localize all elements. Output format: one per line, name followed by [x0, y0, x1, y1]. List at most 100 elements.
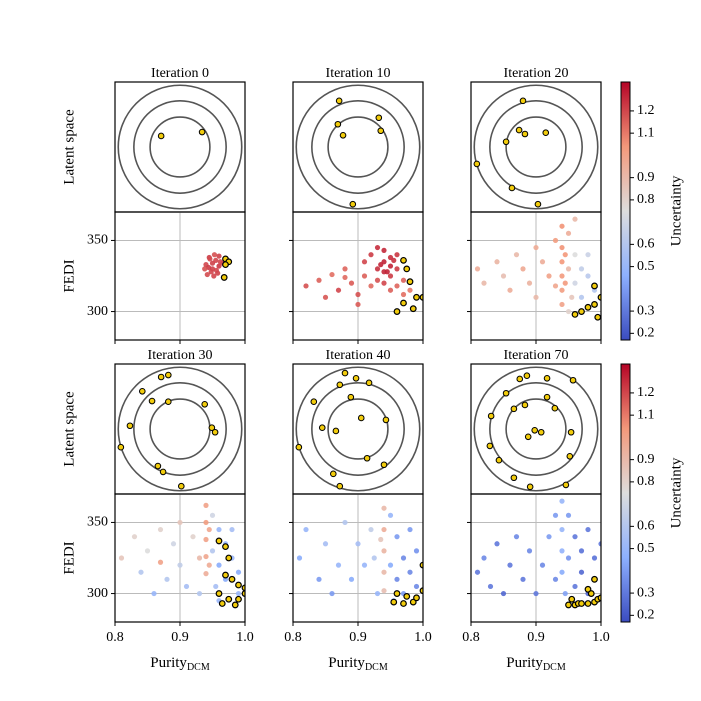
- candidate-point: [374, 277, 381, 283]
- candidate-point: [144, 548, 151, 554]
- latent-point: [534, 200, 542, 208]
- selected-point: [400, 600, 407, 607]
- candidate-point: [546, 534, 552, 540]
- candidate-point: [322, 294, 329, 300]
- candidate-point: [387, 562, 394, 568]
- latent-ring: [117, 366, 243, 492]
- candidate-point: [572, 216, 578, 222]
- candidate-point: [474, 569, 481, 575]
- scatter-area: [115, 494, 245, 622]
- candidate-point: [206, 562, 212, 568]
- candidate-point: [378, 262, 384, 268]
- latent-point: [502, 138, 510, 146]
- panel-title: Iteration 20: [504, 66, 569, 81]
- candidate-point: [565, 266, 572, 272]
- latent-point: [515, 126, 523, 134]
- latent-point: [198, 128, 206, 136]
- candidate-point: [394, 576, 400, 582]
- x-axis-label: PurityDCM: [328, 655, 388, 673]
- panel: Iteration 30 0.8 0.9 1.0 300 350 Latent space F…: [61, 348, 253, 673]
- scatter-frame: [292, 211, 424, 341]
- candidate-point: [296, 555, 303, 561]
- candidate-point: [394, 266, 400, 272]
- candidate-point: [342, 519, 348, 526]
- latent-ring: [327, 116, 389, 178]
- candidate-point: [138, 569, 144, 575]
- candidate-point: [183, 583, 190, 590]
- x-tick-label: 1.0: [236, 630, 254, 645]
- latent-point: [126, 422, 134, 430]
- candidate-point: [196, 590, 203, 597]
- latent-point: [543, 375, 551, 382]
- panel: Iteration 0 300 350 Latent space FEDI: [61, 66, 246, 344]
- x-tick-label: 0.8: [284, 630, 302, 645]
- candidate-point: [164, 576, 170, 582]
- x-tick-label: 1.0: [414, 630, 432, 645]
- selected-point: [215, 537, 223, 545]
- panel: Iteration 20: [467, 66, 602, 344]
- candidate-point: [520, 266, 526, 272]
- colorbar-tick-label: 0.5: [637, 259, 655, 274]
- candidate-point: [355, 291, 361, 298]
- candidate-point: [562, 590, 568, 597]
- latent-point: [318, 424, 326, 432]
- selected-point: [419, 561, 423, 569]
- candidate-point: [394, 534, 400, 540]
- candidate-point: [329, 271, 335, 278]
- y-axis-label: Latent space: [61, 391, 77, 467]
- candidate-point: [203, 519, 209, 526]
- candidate-point: [407, 287, 413, 293]
- scatter-area: [293, 494, 423, 622]
- colorbar-tick-label: 1.1: [637, 125, 655, 140]
- y-tick-label: 300: [87, 304, 108, 319]
- latent-ring: [473, 366, 599, 492]
- selected-point: [222, 261, 229, 269]
- latent-point: [526, 483, 534, 491]
- colorbar: [620, 81, 631, 341]
- latent-point: [486, 442, 494, 450]
- selected-point: [413, 293, 420, 301]
- candidate-point: [329, 590, 335, 597]
- latent-ring: [505, 116, 567, 178]
- candidate-point: [400, 555, 407, 561]
- candidate-point: [400, 291, 407, 298]
- candidate-point: [303, 283, 309, 289]
- selected-point: [393, 590, 401, 597]
- candidate-point: [552, 283, 559, 289]
- panel-title: Iteration 70: [504, 348, 569, 363]
- candidate-point: [157, 559, 164, 565]
- latent-ring: [149, 398, 211, 460]
- latent-point: [310, 398, 318, 406]
- y-axis-label: FEDI: [61, 259, 77, 292]
- candidate-point: [157, 526, 164, 533]
- selected-point: [406, 278, 414, 286]
- candidate-point: [394, 252, 400, 258]
- candidate-point: [213, 267, 219, 273]
- candidate-point: [565, 555, 572, 561]
- latent-point: [495, 456, 503, 464]
- x-axis-label-main: Purity: [328, 655, 365, 671]
- candidate-point: [565, 230, 572, 236]
- latent-point: [332, 427, 340, 435]
- candidate-point: [569, 294, 575, 300]
- candidate-point: [229, 526, 235, 533]
- scatter-frame: [470, 493, 602, 623]
- latent-point: [508, 184, 516, 192]
- latent-ring: [133, 382, 227, 476]
- candidate-point: [520, 576, 526, 582]
- latent-point: [165, 398, 172, 406]
- latent-point: [201, 401, 208, 408]
- x-tick-label: 0.8: [462, 630, 480, 645]
- x-axis-label-sub: DCM: [543, 662, 566, 673]
- latent-point: [567, 428, 575, 436]
- candidate-point: [533, 590, 539, 597]
- candidate-point: [387, 273, 394, 279]
- candidate-point: [559, 273, 565, 279]
- latent-point: [148, 397, 156, 405]
- scatter-area: [471, 212, 601, 340]
- candidate-point: [565, 308, 572, 315]
- colorbar-tick-label: 1.2: [637, 385, 655, 400]
- candidate-point: [552, 576, 559, 582]
- selected-point: [409, 598, 417, 606]
